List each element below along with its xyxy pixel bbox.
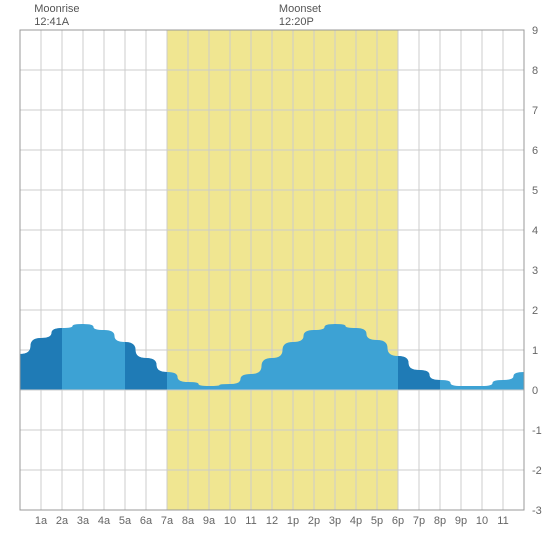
x-tick-label: 3p — [329, 515, 341, 527]
x-tick-label: 2p — [308, 515, 320, 527]
y-tick-label: 7 — [532, 105, 538, 117]
y-tick-label: 8 — [532, 65, 538, 77]
x-tick-label: 6a — [140, 515, 153, 527]
x-tick-label: 1p — [287, 515, 299, 527]
x-tick-label: 5a — [119, 515, 132, 527]
x-tick-label: 4p — [350, 515, 362, 527]
x-tick-label: 8a — [182, 515, 195, 527]
y-tick-label: -1 — [532, 425, 542, 437]
y-tick-label: 0 — [532, 385, 538, 397]
tide-chart: -3-2-101234567891a2a3a4a5a6a7a8a9a101112… — [0, 0, 550, 550]
set-time: 12:20P — [279, 16, 314, 28]
x-tick-label: 10 — [476, 515, 488, 527]
rise-time: 12:41A — [34, 16, 70, 28]
x-tick-label: 2a — [56, 515, 69, 527]
chart-svg: -3-2-101234567891a2a3a4a5a6a7a8a9a101112… — [0, 0, 550, 550]
y-tick-label: 2 — [532, 305, 538, 317]
x-tick-label: 10 — [224, 515, 236, 527]
y-tick-label: 5 — [532, 185, 538, 197]
y-tick-label: -3 — [532, 505, 542, 517]
x-tick-label: 9p — [455, 515, 467, 527]
x-tick-label: 4a — [98, 515, 111, 527]
x-tick-label: 3a — [77, 515, 90, 527]
x-tick-label: 7p — [413, 515, 425, 527]
y-tick-label: 1 — [532, 345, 538, 357]
y-tick-label: 3 — [532, 265, 538, 277]
y-tick-label: 4 — [532, 225, 538, 237]
x-tick-label: 1a — [35, 515, 48, 527]
rise-label: Moonrise — [34, 3, 79, 15]
y-tick-label: 6 — [532, 145, 538, 157]
set-label: Moonset — [279, 3, 321, 15]
x-tick-label: 8p — [434, 515, 446, 527]
y-tick-label: 9 — [532, 25, 538, 37]
x-tick-label: 12 — [266, 515, 278, 527]
x-tick-label: 7a — [161, 515, 174, 527]
x-tick-label: 11 — [245, 515, 256, 527]
x-tick-label: 5p — [371, 515, 383, 527]
x-tick-label: 6p — [392, 515, 404, 527]
y-tick-label: -2 — [532, 465, 542, 477]
x-tick-label: 9a — [203, 515, 216, 527]
x-tick-label: 11 — [497, 515, 508, 527]
